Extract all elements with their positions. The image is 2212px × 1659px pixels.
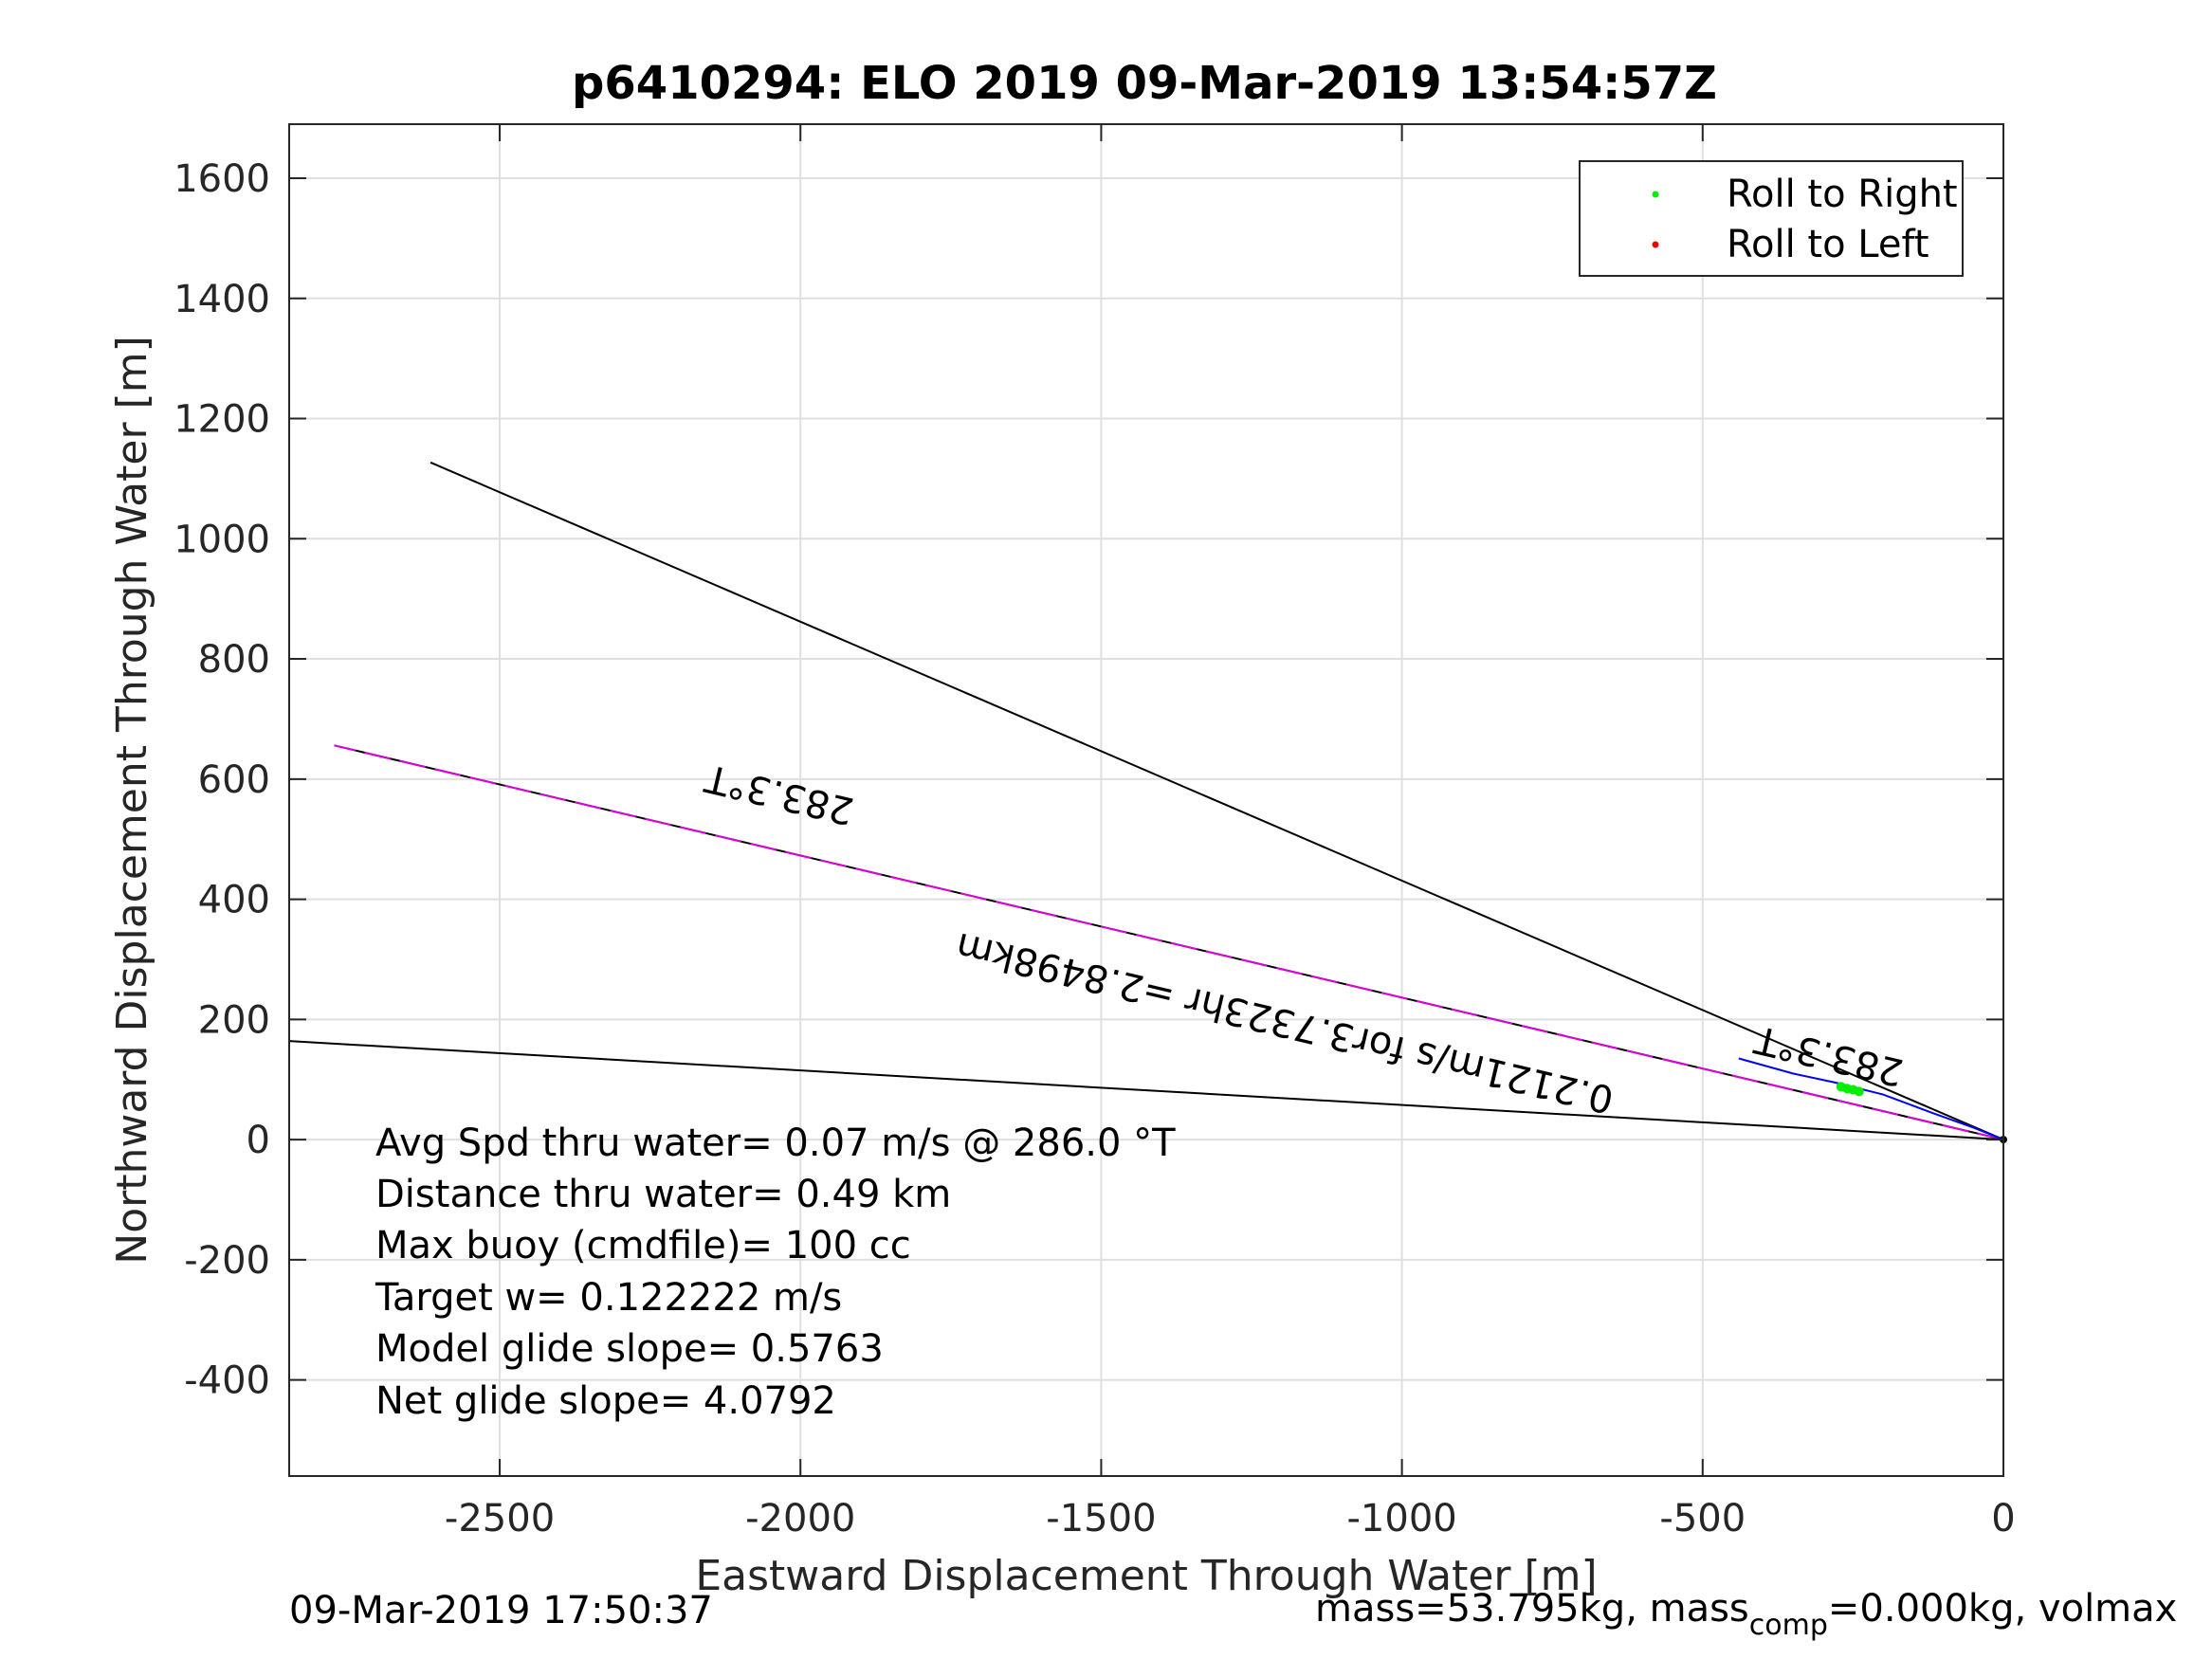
- roll-right-point: [1854, 1086, 1864, 1097]
- axis-ticks: -2500 -2000 -1500 -1000 -500 0-400-2000200400…: [174, 124, 2016, 1540]
- y-tick-label: -200: [184, 1239, 270, 1283]
- footer-timestamp: 09-Mar-2019 17:50:37: [289, 1589, 713, 1632]
- y-tick-label: 400: [198, 879, 270, 922]
- axes-frame: [288, 123, 2004, 1477]
- footer-mass: mass=53.795kg, mass: [1315, 1587, 1749, 1631]
- x-tick-label: 0: [1991, 1497, 2015, 1540]
- legend-label-roll-right: Roll to Right: [1727, 173, 1958, 216]
- y-tick-label: 800: [198, 638, 270, 682]
- data-series: [288, 461, 2007, 1144]
- x-tick-label: -1000: [1346, 1497, 1456, 1540]
- y-tick-label: 1200: [174, 398, 270, 442]
- y-tick-label: 200: [198, 998, 270, 1042]
- stats-text-block: Avg Spd thru water= 0.07 m/s @ 286.0 °T …: [375, 1121, 1176, 1423]
- footer-mass-subscript: comp: [1749, 1609, 1828, 1642]
- x-axis-title: Eastward Displacement Through Water [m]: [695, 1552, 1597, 1600]
- legend-marker-roll-left: [1652, 241, 1659, 248]
- y-axis-title: Northward Displacement Through Water [m]: [108, 336, 156, 1264]
- lower-bound-line: [288, 1040, 2004, 1141]
- stat-avg-speed: Avg Spd thru water= 0.07 m/s @ 286.0 °T: [375, 1121, 1176, 1165]
- chart-title: p6410294: ELO 2019 09-Mar-2019 13:54:57Z: [572, 57, 1717, 110]
- legend-label-roll-left: Roll to Left: [1727, 223, 1929, 266]
- legend: Roll to Right Roll to Left: [1579, 160, 1964, 277]
- x-tick-label: -2500: [445, 1497, 555, 1540]
- stat-max-buoy: Max buoy (cmdfile)= 100 cc: [375, 1224, 911, 1267]
- x-tick-label: -1500: [1046, 1497, 1156, 1540]
- axes-background: [289, 124, 2003, 1476]
- y-tick-label: 600: [198, 758, 270, 802]
- stat-target-w: Target w= 0.122222 m/s: [375, 1276, 842, 1320]
- upper-bound-line: [430, 461, 2004, 1141]
- y-tick-label: -400: [184, 1359, 270, 1403]
- stat-model-glide-slope: Model glide slope= 0.5763: [375, 1327, 884, 1371]
- footer-mass-info: mass=53.795kg, masscomp=0.000kg, volmax: [1315, 1587, 2177, 1642]
- stat-net-glide-slope: Net glide slope= 4.0792: [375, 1379, 836, 1423]
- y-tick-label: 1400: [174, 278, 270, 321]
- y-tick-label: 0: [247, 1119, 270, 1162]
- y-tick-label: 1000: [174, 518, 270, 561]
- y-tick-label: 1600: [174, 157, 270, 201]
- stat-distance: Distance thru water= 0.49 km: [375, 1173, 951, 1216]
- x-tick-label: -2000: [745, 1497, 855, 1540]
- heading-line-overlay: [334, 744, 2004, 1141]
- footer-volmax: =0.000kg, volmax: [1828, 1587, 2177, 1631]
- glider-track: [1738, 1057, 2004, 1141]
- x-tick-label: -500: [1659, 1497, 1746, 1540]
- legend-box: [1579, 160, 1964, 277]
- legend-marker-roll-right: [1652, 191, 1659, 198]
